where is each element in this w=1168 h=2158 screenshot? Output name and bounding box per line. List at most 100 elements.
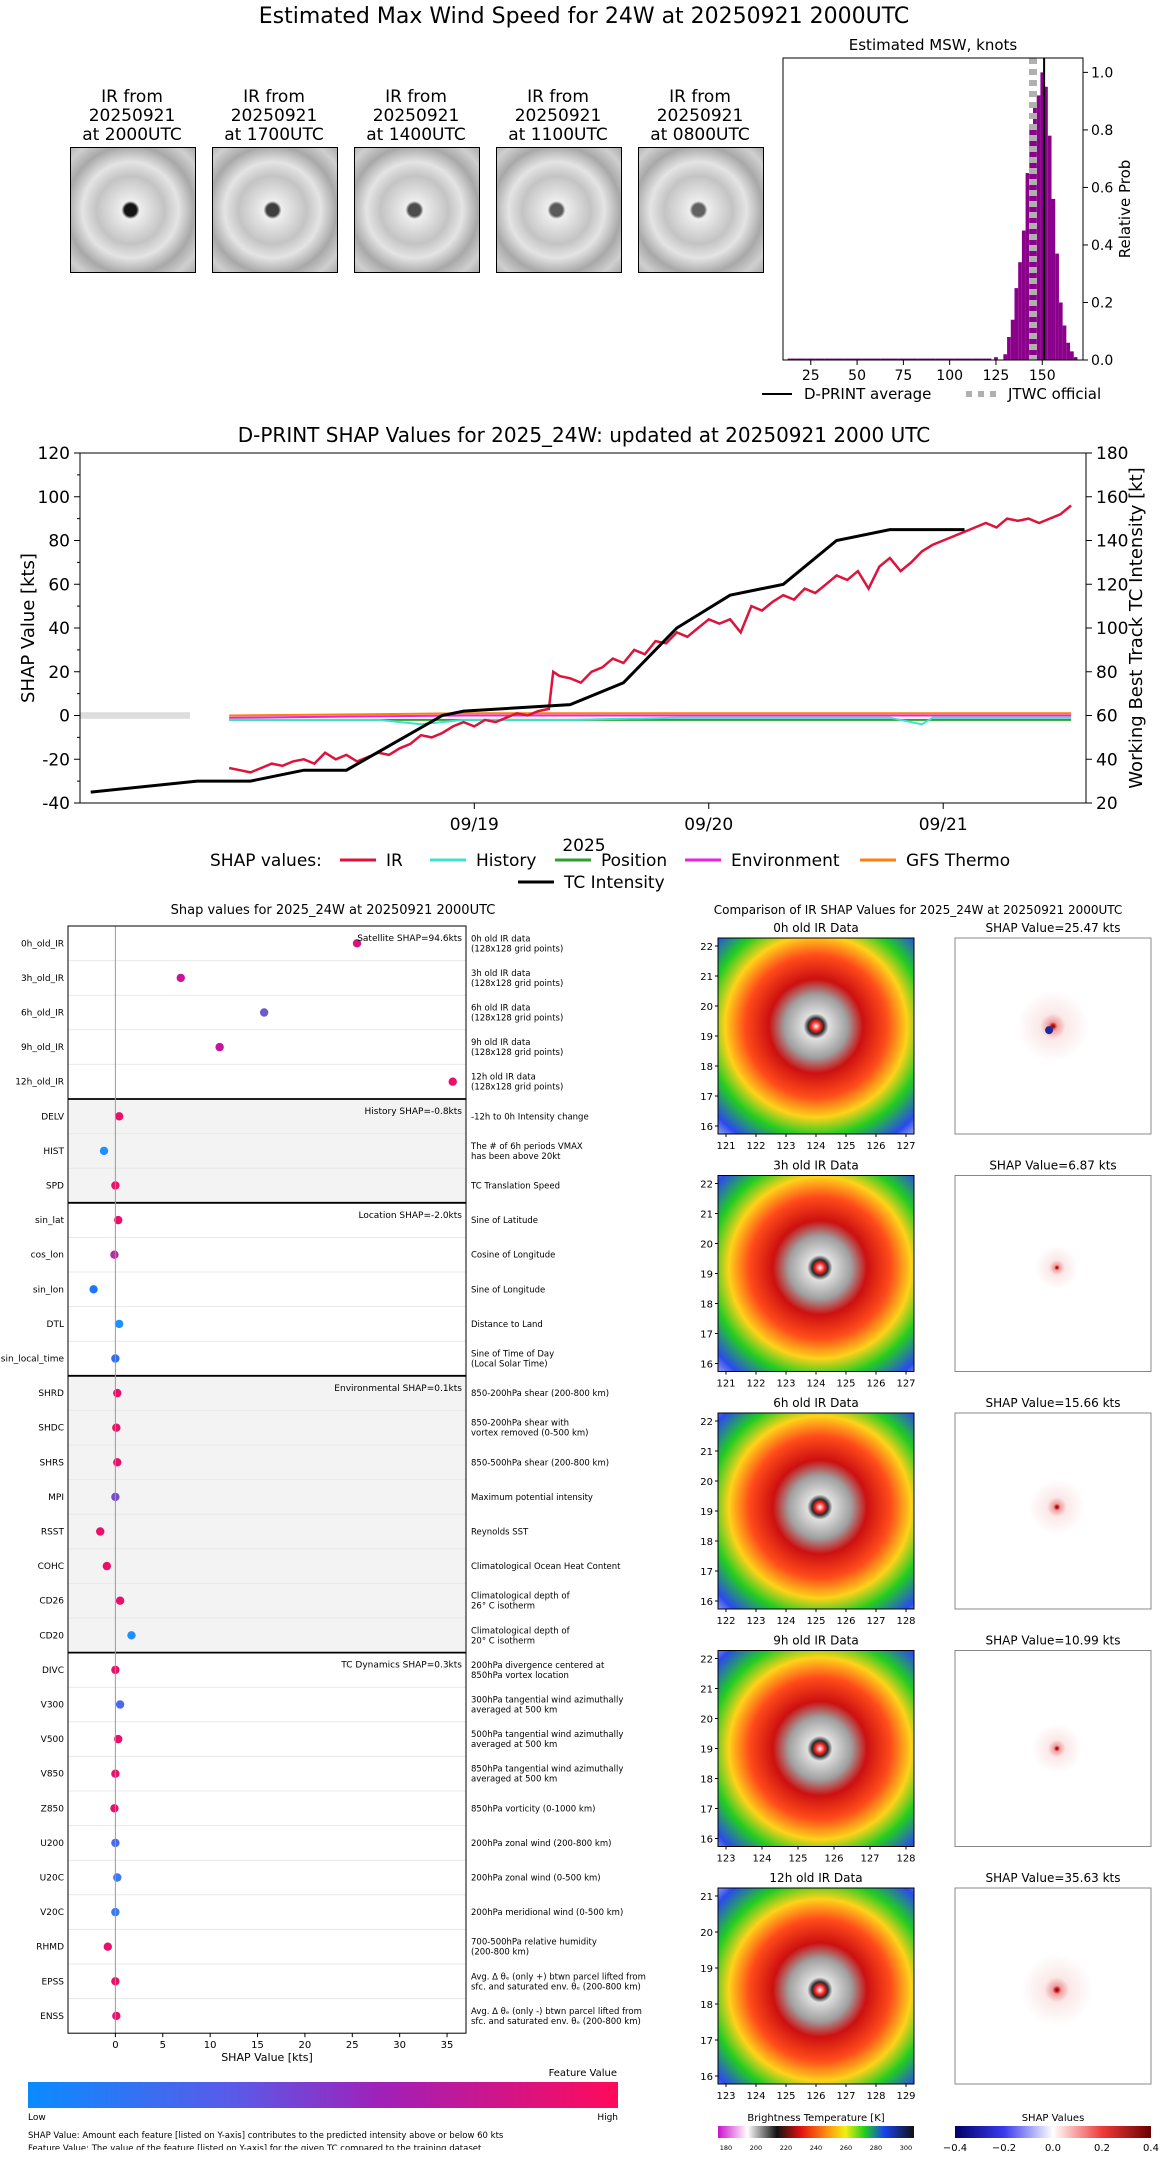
shap-tick-label: 0.2 [1094, 2143, 1110, 2154]
feature-frame [67, 925, 467, 2034]
feature-description: Cosine of Longitude [471, 1251, 555, 1261]
feature-description: -12h to 0h Intensity change [471, 1112, 589, 1122]
feature-point [115, 1596, 125, 1605]
ir-image [717, 1412, 915, 1610]
colorbar-low-label: Low [28, 2113, 46, 2123]
feature-description: 3h old IR data [471, 969, 530, 979]
feature-point [176, 973, 185, 983]
ir-x-tick-label: 122 [746, 1141, 765, 1152]
feature-point [89, 1285, 98, 1294]
ir-y-tick-label: 18 [700, 1537, 713, 1548]
ir-y-tick-label: 19 [700, 1507, 713, 1518]
ir-panel-title: 6h old IR Data [773, 1396, 859, 1410]
histogram-bar [833, 358, 844, 360]
feature-shap-chart: Shap values for 2025_24W at 20250921 200… [1, 903, 646, 2150]
tc-intensity-line [90, 528, 965, 794]
feature-description: averaged at 500 km [471, 1775, 557, 1785]
x-tick-label: 125 [983, 368, 1010, 384]
feature-chart-title: Shap values for 2025_24W at 20250921 200… [171, 903, 496, 918]
feature-description: sfc. and saturated env. θₑ (200-800 km) [471, 2017, 641, 2027]
feature-point [215, 1042, 224, 1052]
feature-point [110, 1804, 119, 1813]
feature-name: HIST [43, 1147, 64, 1157]
ir-x-tick-label: 128 [896, 1616, 915, 1627]
histogram-bar [926, 358, 936, 360]
histogram-bar [1058, 302, 1063, 360]
x-tick-label: 25 [802, 368, 820, 384]
ir-thumbnail-image [70, 147, 196, 273]
ir-x-tick-label: 123 [776, 1379, 795, 1390]
ir-y-tick-label: 17 [700, 1092, 713, 1103]
ir-x-tick-label: 123 [716, 2091, 735, 2102]
ir-y-tick-label: 21 [700, 1210, 713, 1221]
ir-y-tick-label: 16 [700, 1122, 713, 1133]
msw-histogram-chart: Estimated MSW, knots 25 50 75 100 125 150 0.0 0.… [762, 36, 1134, 403]
y2-tick-label: 20 [1096, 794, 1118, 814]
feature-name: V850 [41, 1770, 65, 1780]
feature-point [112, 1423, 121, 1432]
histogram-bar [1066, 342, 1071, 360]
x-tick-label: 10 [204, 2040, 217, 2051]
main-title: Estimated Max Wind Speed for 24W at 2025… [258, 4, 910, 29]
ir-x-tick-label: 127 [866, 1616, 885, 1627]
feature-point [113, 1873, 122, 1882]
ir-y-tick-label: 20 [700, 1715, 713, 1726]
histogram-bar [963, 358, 973, 360]
shap-hotspot [1031, 1723, 1082, 1774]
feature-point [112, 2011, 121, 2021]
group-label: Environmental SHAP=0.1kts [334, 1384, 462, 1394]
ir-y-tick-label: 20 [700, 1477, 713, 1488]
ir-y-tick-label: 19 [700, 1964, 713, 1975]
feature-name: cos_lon [31, 1251, 64, 1261]
feature-description: 200hPa meridional wind (0-500 km) [471, 1908, 623, 1918]
feature-description: Distance to Land [471, 1320, 543, 1330]
y2-tick-label: 180 [1096, 444, 1128, 464]
ir-x-tick-label: 122 [746, 1379, 765, 1390]
legend-label: IR [386, 851, 403, 871]
feature-point [114, 1112, 124, 1121]
histogram-bar [1003, 354, 1008, 360]
x-tick-label: 09/19 [450, 815, 499, 835]
feature-description: Climatological depth of [471, 1592, 571, 1602]
bt-tick-label: 220 [780, 2144, 792, 2152]
feature-name: U20C [40, 1874, 64, 1884]
histogram-bar [1021, 230, 1026, 360]
ir-x-tick-label: 125 [836, 1141, 855, 1152]
ir-y-tick-label: 21 [700, 972, 713, 983]
feature-point [114, 1319, 124, 1329]
ir-x-tick-label: 125 [806, 1616, 825, 1627]
feature-point [259, 1008, 269, 1017]
histogram-bar [908, 358, 918, 360]
ir-y-tick-label: 22 [700, 1417, 713, 1428]
histogram-bar [954, 358, 964, 360]
group-label: History SHAP=-0.8kts [365, 1107, 463, 1117]
ir-y-tick-label: 20 [700, 1928, 713, 1939]
histogram-bar [1014, 288, 1019, 360]
shap-panel-title: SHAP Value=15.66 kts [986, 1396, 1121, 1410]
feature-description: (128x128 grid points) [471, 944, 563, 954]
timeseries-title: D-PRINT SHAP Values for 2025_24W: update… [238, 423, 930, 447]
ir-x-tick-label: 124 [806, 1379, 825, 1390]
legend-label: Environment [731, 851, 840, 871]
shap-panel-title: SHAP Value=25.47 kts [986, 921, 1121, 935]
x-tick-label: 5 [160, 2040, 166, 2051]
feature-point [114, 1734, 123, 1744]
histogram-bar [1040, 72, 1045, 360]
y-axis-label: Relative Prob [1116, 160, 1134, 259]
feature-description: vortex removed (0-500 km) [471, 1429, 588, 1439]
feature-description: 26° C isotherm [471, 1602, 535, 1612]
feature-name: V20C [40, 1908, 64, 1918]
feature-point [102, 1561, 112, 1571]
feature-description: 850-200hPa shear with [471, 1419, 569, 1429]
ir-x-tick-label: 125 [788, 1854, 807, 1865]
bt-tick-label: 260 [840, 2144, 852, 2152]
feature-name: COHC [38, 1562, 64, 1572]
environment-series-line [229, 714, 1072, 719]
ir-x-tick-label: 128 [866, 2091, 885, 2102]
ir-y-tick-label: 21 [700, 1685, 713, 1696]
feature-name: ENSS [40, 2012, 64, 2022]
feature-name: sin_lon [33, 1285, 64, 1295]
shap-panel-title: SHAP Value=10.99 kts [986, 1634, 1121, 1648]
feature-point [115, 1700, 125, 1709]
ir-y-tick-label: 18 [700, 2000, 713, 2011]
